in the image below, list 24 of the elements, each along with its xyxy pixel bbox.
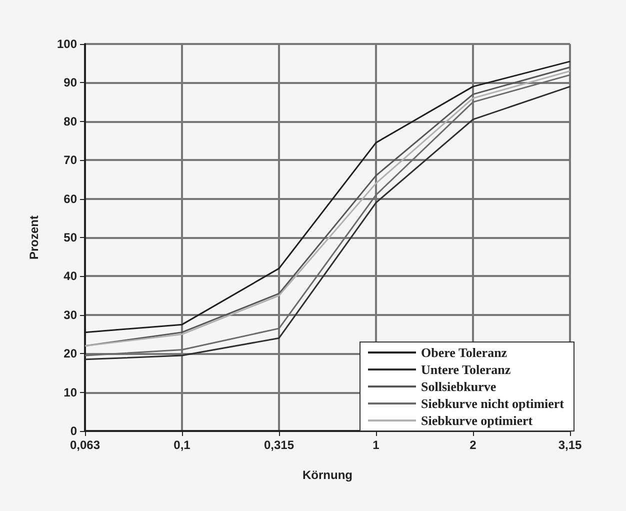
- y-axis-title: Prozent: [27, 215, 41, 260]
- y-tick-label: 100: [56, 37, 78, 51]
- y-tick-label: 60: [64, 192, 78, 206]
- x-tick-label: 2: [470, 438, 477, 452]
- y-tick-label: 50: [64, 230, 78, 244]
- x-tick-label: 1: [372, 438, 380, 452]
- x-axis-title: Körnung: [302, 468, 352, 482]
- y-tick-label: 80: [64, 114, 78, 128]
- legend-label: Siebkurve optimiert: [421, 413, 534, 428]
- y-tick-label: 0: [70, 424, 78, 438]
- y-tick-label: 30: [64, 308, 78, 322]
- y-tick-label: 90: [64, 76, 78, 90]
- x-tick-label: 0,063: [70, 438, 100, 452]
- y-tick-label: 70: [64, 153, 78, 168]
- legend-label: Untere Toleranz: [421, 362, 511, 377]
- y-tick-label: 10: [64, 385, 78, 400]
- y-tick-label: 40: [64, 269, 78, 284]
- x-tick-label: 3,15: [558, 438, 582, 452]
- legend-label: Obere Toleranz: [421, 345, 508, 360]
- legend-label: Siebkurve nicht optimiert: [421, 396, 565, 411]
- x-tick-label: 0,315: [264, 438, 294, 452]
- x-tick-label: 0,1: [174, 438, 191, 452]
- y-tick-label: 20: [64, 346, 78, 361]
- legend-label: Sollsiebkurve: [421, 379, 496, 394]
